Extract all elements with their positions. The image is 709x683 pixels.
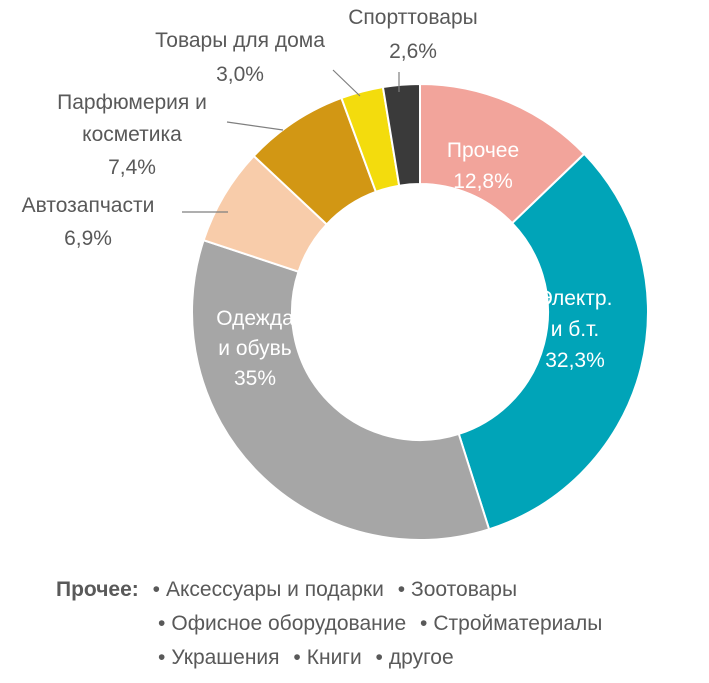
slice-label-other: 12,8% <box>453 170 513 193</box>
bullet-icon: • <box>158 646 166 669</box>
slice-label-sports: Спорттовары <box>348 6 478 29</box>
donut-slice-sports <box>381 82 421 187</box>
note-item: Книги <box>306 646 362 669</box>
note-line-3: • Украшения • Книги • другое <box>150 646 454 670</box>
leader-line-perfume <box>226 121 284 131</box>
slice-label-clothing: и обувь <box>218 337 291 360</box>
slice-label-autoparts: 6,9% <box>64 227 112 250</box>
slice-label-other: Прочее <box>447 139 519 162</box>
bullet-icon: • <box>158 612 166 635</box>
slice-label-electronics: и б.т. <box>551 318 600 341</box>
note-item: другое <box>388 646 454 669</box>
donut-slice-clothing <box>191 238 491 541</box>
bullet-icon: • <box>293 646 301 669</box>
slice-label-perfume: косметика <box>82 123 182 146</box>
note-item: Стройматериалы <box>433 612 603 635</box>
bullet-icon: • <box>397 578 406 601</box>
note-line-2: • Офисное оборудование • Стройматериалы <box>150 612 602 636</box>
slice-label-electronics: 32,3% <box>545 349 605 372</box>
slice-label-perfume: Парфюмерия и <box>57 91 207 114</box>
note-item: Украшения <box>171 646 280 669</box>
slice-label-home: 3,0% <box>216 63 264 86</box>
note-item: Аксессуары и подарки <box>165 578 384 601</box>
donut-slice-electronics <box>457 152 649 531</box>
note-item: Офисное оборудование <box>171 612 407 635</box>
note-line-1: Прочее: • Аксессуары и подарки • Зоотовары <box>56 578 517 602</box>
slice-label-perfume: 7,4% <box>108 156 156 179</box>
slice-label-sports: 2,6% <box>389 40 437 63</box>
slice-label-home: Товары для дома <box>155 29 325 52</box>
bullet-icon: • <box>420 612 428 635</box>
bullet-icon: • <box>375 646 383 669</box>
slice-label-autoparts: Автозапчасти <box>22 194 155 217</box>
other-category-note: Прочее: • Аксессуары и подарки • Зоотовары… <box>0 578 709 683</box>
note-item: Зоотовары <box>411 578 518 601</box>
leader-line-home <box>332 69 361 97</box>
slice-label-electronics: Электр. <box>538 287 613 310</box>
slice-label-clothing: Одежда <box>216 307 294 330</box>
note-heading: Прочее: <box>56 578 139 601</box>
donut-chart: Прочее 12,8% Электр. и б.т. 32,3% Одежда и обу… <box>22 6 649 541</box>
bullet-icon: • <box>152 578 160 601</box>
slice-label-clothing: 35% <box>234 367 276 390</box>
